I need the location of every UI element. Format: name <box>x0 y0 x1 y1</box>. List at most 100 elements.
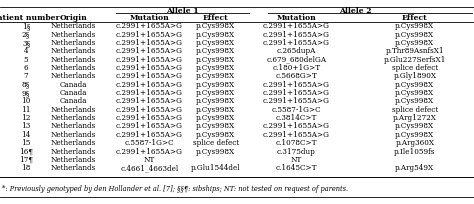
Text: p.Arg1272X: p.Arg1272X <box>393 114 437 122</box>
Text: p.Cys998X: p.Cys998X <box>196 98 235 105</box>
Text: splice defect: splice defect <box>192 139 239 147</box>
Text: c.2991+1655A>G: c.2991+1655A>G <box>116 39 183 47</box>
Text: 13: 13 <box>21 122 31 131</box>
Text: Allele 2: Allele 2 <box>339 7 372 15</box>
Text: Netherlands: Netherlands <box>51 31 96 39</box>
Text: p.Cys998X: p.Cys998X <box>395 98 434 105</box>
Text: p.Glu227SerfsX1: p.Glu227SerfsX1 <box>383 56 446 64</box>
Text: Mutation: Mutation <box>276 14 316 22</box>
Text: p.Cys998X: p.Cys998X <box>196 56 235 64</box>
Text: p.Cys998X: p.Cys998X <box>196 22 235 30</box>
Text: p.Arg360X: p.Arg360X <box>395 139 434 147</box>
Text: NT: NT <box>291 156 302 164</box>
Text: p.Ile1059fs: p.Ile1059fs <box>394 147 436 156</box>
Text: c.5587-1G>C: c.5587-1G>C <box>125 139 174 147</box>
Text: p.Thr89AsnfsX1: p.Thr89AsnfsX1 <box>385 47 444 55</box>
Text: p.Arg549X: p.Arg549X <box>395 164 434 172</box>
Text: p.Cys998X: p.Cys998X <box>196 147 235 156</box>
Text: Canada: Canada <box>60 81 87 89</box>
Text: Effect: Effect <box>402 14 428 22</box>
Text: Netherlands: Netherlands <box>51 131 96 139</box>
Text: c.1645C>T: c.1645C>T <box>275 164 317 172</box>
Text: c.2991+1655A>G: c.2991+1655A>G <box>116 89 183 97</box>
Text: c.2991+1655A>G: c.2991+1655A>G <box>116 47 183 55</box>
Text: 7: 7 <box>24 72 28 80</box>
Text: p.Cys998X: p.Cys998X <box>196 81 235 89</box>
Text: c.2991+1655A>G: c.2991+1655A>G <box>263 31 330 39</box>
Text: c.265dupA: c.265dupA <box>276 47 316 55</box>
Text: p.Cys998X: p.Cys998X <box>196 31 235 39</box>
Text: c.2991+1655A>G: c.2991+1655A>G <box>263 22 330 30</box>
Text: c.180+1G>T: c.180+1G>T <box>272 64 320 72</box>
Text: c.1078C>T: c.1078C>T <box>275 139 317 147</box>
Text: c.2991+1655A>G: c.2991+1655A>G <box>263 81 330 89</box>
Text: Origin: Origin <box>60 14 87 22</box>
Text: p.Gly1890X: p.Gly1890X <box>393 72 436 80</box>
Text: 5: 5 <box>24 56 28 64</box>
Text: Netherlands: Netherlands <box>51 122 96 131</box>
Text: c.2991+1655A>G: c.2991+1655A>G <box>116 106 183 114</box>
Text: p.Cys998X: p.Cys998X <box>395 122 434 131</box>
Text: Netherlands: Netherlands <box>51 156 96 164</box>
Text: p.Cys998X: p.Cys998X <box>395 89 434 97</box>
Text: p.Cys998X: p.Cys998X <box>196 131 235 139</box>
Text: Netherlands: Netherlands <box>51 39 96 47</box>
Text: 1§: 1§ <box>22 22 30 30</box>
Text: 4: 4 <box>24 47 28 55</box>
Text: p.Cys998X: p.Cys998X <box>196 39 235 47</box>
Text: 10: 10 <box>21 98 31 105</box>
Text: *: Previously genotyped by den Hollander et al. [7]; §§¶: sibships; NT: not test: *: Previously genotyped by den Hollander… <box>2 185 348 193</box>
Text: Netherlands: Netherlands <box>51 164 96 172</box>
Text: c.3175dup: c.3175dup <box>277 147 316 156</box>
Text: Netherlands: Netherlands <box>51 106 96 114</box>
Text: 12: 12 <box>21 114 31 122</box>
Text: p.Cys998X: p.Cys998X <box>395 22 434 30</box>
Text: 2§: 2§ <box>22 31 30 39</box>
Text: 18: 18 <box>21 164 31 172</box>
Text: Netherlands: Netherlands <box>51 139 96 147</box>
Text: Netherlands: Netherlands <box>51 56 96 64</box>
Text: Netherlands: Netherlands <box>51 114 96 122</box>
Text: c.2991+1655A>G: c.2991+1655A>G <box>116 22 183 30</box>
Text: p.Cys998X: p.Cys998X <box>196 64 235 72</box>
Text: 15: 15 <box>21 139 31 147</box>
Text: 16¶: 16¶ <box>19 147 33 156</box>
Text: p.Cys998X: p.Cys998X <box>196 72 235 80</box>
Text: 6: 6 <box>24 64 28 72</box>
Text: 8§: 8§ <box>22 81 30 89</box>
Text: p.Glu1544del: p.Glu1544del <box>191 164 240 172</box>
Text: c.5668G>T: c.5668G>T <box>275 72 317 80</box>
Text: c.2991+1655A>G: c.2991+1655A>G <box>263 98 330 105</box>
Text: c.2991+1655A>G: c.2991+1655A>G <box>116 72 183 80</box>
Text: c.2991+1655A>G: c.2991+1655A>G <box>116 98 183 105</box>
Text: Netherlands: Netherlands <box>51 47 96 55</box>
Text: Netherlands: Netherlands <box>51 72 96 80</box>
Text: Netherlands: Netherlands <box>51 22 96 30</box>
Text: c.2991+1655A>G: c.2991+1655A>G <box>263 122 330 131</box>
Text: Netherlands: Netherlands <box>51 64 96 72</box>
Text: 9§: 9§ <box>22 89 30 97</box>
Text: c.2991+1655A>G: c.2991+1655A>G <box>116 81 183 89</box>
Text: 11: 11 <box>21 106 31 114</box>
Text: p.Cys998X: p.Cys998X <box>196 106 235 114</box>
Text: c.2991+1655A>G: c.2991+1655A>G <box>116 114 183 122</box>
Text: c.2991+1655A>G: c.2991+1655A>G <box>263 89 330 97</box>
Text: NT: NT <box>144 156 155 164</box>
Text: c.2991+1655A>G: c.2991+1655A>G <box>116 131 183 139</box>
Text: Allele 1: Allele 1 <box>166 7 199 15</box>
Text: Effect: Effect <box>203 14 228 22</box>
Text: p.Cys998X: p.Cys998X <box>395 131 434 139</box>
Text: p.Cys998X: p.Cys998X <box>395 39 434 47</box>
Text: c.5587-1G>C: c.5587-1G>C <box>272 106 321 114</box>
Text: 17¶: 17¶ <box>19 156 33 164</box>
Text: c.2991+1655A>G: c.2991+1655A>G <box>263 131 330 139</box>
Text: p.Cys998X: p.Cys998X <box>196 114 235 122</box>
Text: 3§: 3§ <box>22 39 30 47</box>
Text: Mutation: Mutation <box>129 14 169 22</box>
Text: p.Cys998X: p.Cys998X <box>196 89 235 97</box>
Text: c.2991+1655A>G: c.2991+1655A>G <box>116 64 183 72</box>
Text: c.3814C>T: c.3814C>T <box>275 114 317 122</box>
Text: Netherlands: Netherlands <box>51 147 96 156</box>
Text: p.Cys998X: p.Cys998X <box>196 47 235 55</box>
Text: p.Cys998X: p.Cys998X <box>395 81 434 89</box>
